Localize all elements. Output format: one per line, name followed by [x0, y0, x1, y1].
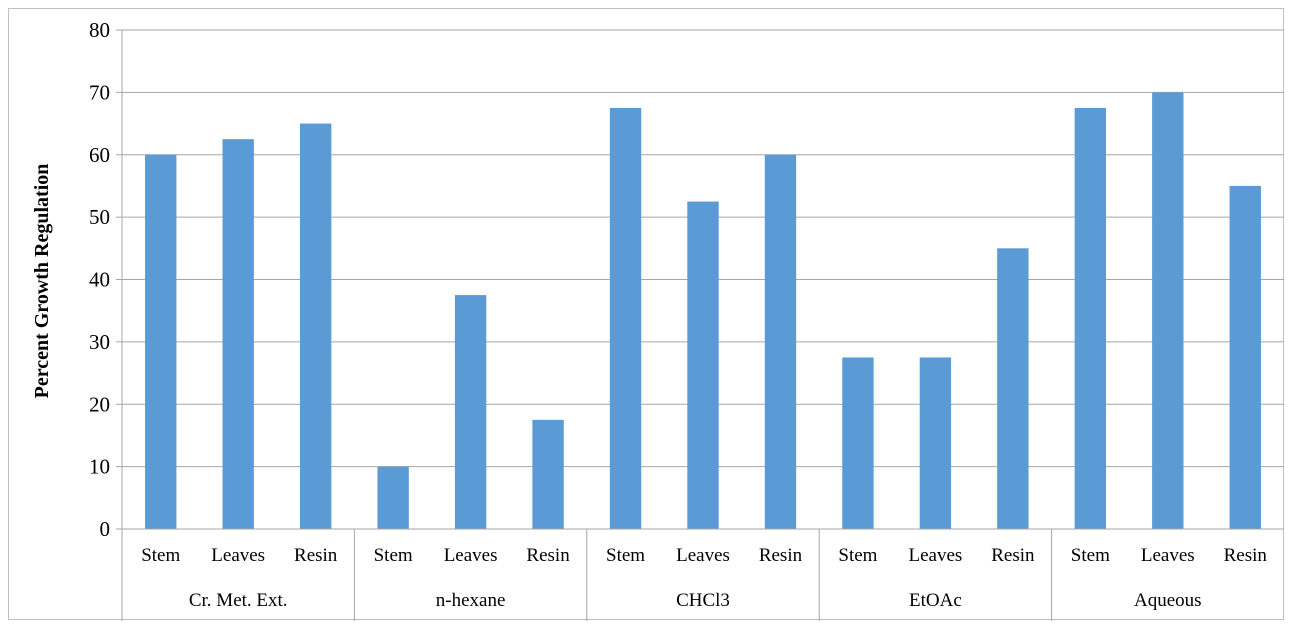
- y-tick-label: 10: [89, 455, 110, 479]
- x-group-label: Cr. Met. Ext.: [189, 590, 288, 611]
- x-category-label: Resin: [991, 545, 1035, 566]
- x-category-label: Leaves: [211, 545, 265, 566]
- bar: [764, 154, 797, 529]
- x-category-label: Leaves: [1141, 545, 1195, 566]
- bar: [1229, 185, 1261, 529]
- x-category-label: Leaves: [444, 545, 498, 566]
- x-category-label: Stem: [838, 545, 877, 566]
- y-tick-label: 60: [89, 143, 110, 167]
- bars: [145, 92, 1261, 529]
- x-category-label: Stem: [606, 545, 645, 566]
- y-tick-label: 0: [100, 517, 111, 541]
- x-category-label: Stem: [374, 545, 413, 566]
- y-tick-label: 30: [89, 330, 110, 354]
- y-tick-label: 80: [89, 18, 110, 42]
- bar: [1074, 107, 1107, 529]
- x-group-label: EtOAc: [909, 590, 962, 611]
- y-tick-label: 70: [89, 80, 110, 104]
- x-category-label: Resin: [526, 545, 570, 566]
- x-category-label: Leaves: [908, 545, 962, 566]
- bar: [919, 357, 952, 529]
- chart-frame: [8, 8, 1284, 620]
- bar: [145, 154, 177, 529]
- bar: [1152, 92, 1184, 529]
- x-category-label: Resin: [759, 545, 803, 566]
- bar: [454, 295, 487, 529]
- x-category-label: Stem: [1071, 545, 1110, 566]
- x-category-label: Resin: [294, 545, 338, 566]
- bar: [609, 107, 642, 529]
- bar: [997, 248, 1029, 529]
- bar: [222, 139, 254, 529]
- y-axis-title: Percent Growth Regulation: [31, 164, 53, 399]
- bar: [687, 201, 719, 529]
- axes: [116, 29, 1284, 621]
- y-tick-label: 40: [89, 268, 110, 292]
- y-tick-label: 50: [89, 205, 110, 229]
- bar: [842, 357, 874, 529]
- x-category-label: Resin: [1224, 545, 1268, 566]
- x-category-label: Stem: [141, 545, 180, 566]
- bar: [299, 123, 332, 529]
- x-category-label: Leaves: [676, 545, 730, 566]
- bar: [532, 419, 564, 529]
- x-group-label: n-hexane: [436, 590, 506, 611]
- x-group-label: CHCl3: [676, 590, 730, 611]
- labels: 0 10 20 30 40 50 60 70 80 Stem Leaves Resin Cr. Met.…: [89, 18, 1267, 611]
- x-group-label: Aqueous: [1134, 590, 1202, 611]
- y-tick-label: 20: [89, 392, 110, 416]
- bar: [377, 466, 409, 529]
